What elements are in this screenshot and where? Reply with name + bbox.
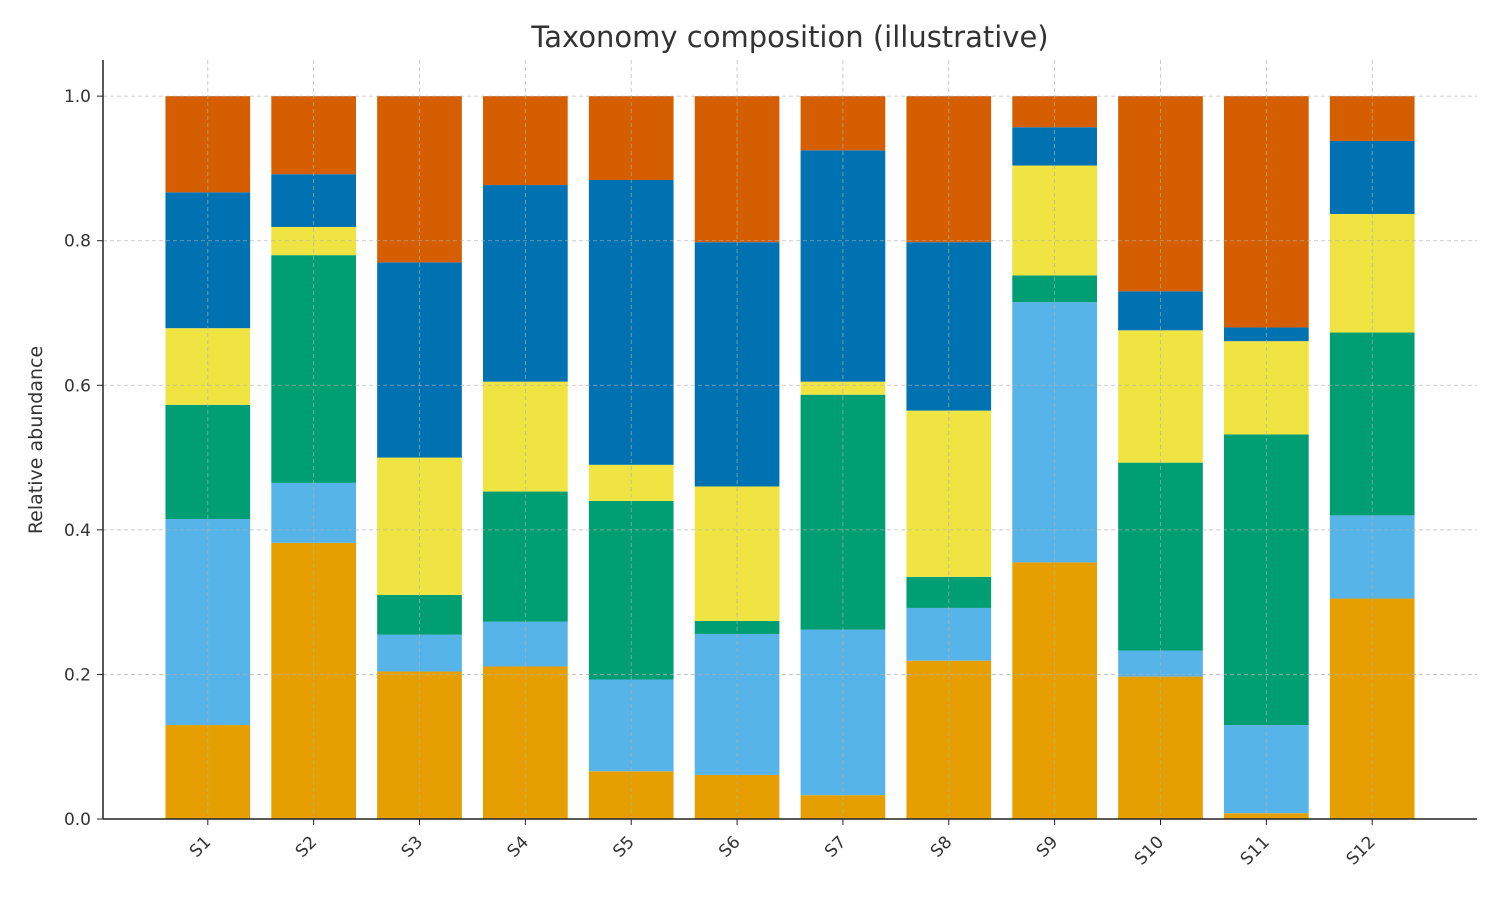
bar-segment-S2-series2 bbox=[271, 482, 356, 543]
bar-segment-S1-series4 bbox=[165, 328, 251, 405]
x-tick-label: S4 bbox=[503, 832, 532, 861]
x-tick-label: S12 bbox=[1343, 832, 1380, 869]
bar-segment-S12-series1 bbox=[1329, 598, 1415, 819]
bar-segment-S10-series5 bbox=[1118, 291, 1203, 331]
x-tick-label: S8 bbox=[927, 832, 956, 861]
x-tick-label: S11 bbox=[1237, 832, 1274, 869]
x-tick-label: S3 bbox=[398, 832, 427, 861]
y-axis-label: Relative abundance bbox=[25, 346, 47, 534]
x-tick-label: S5 bbox=[609, 832, 638, 861]
bars-layer bbox=[165, 96, 1415, 819]
x-tick-label: S7 bbox=[821, 832, 850, 861]
y-tick-label: 0.4 bbox=[64, 521, 91, 541]
bar-segment-S2-series6 bbox=[271, 96, 356, 175]
bar-segment-S7-series1 bbox=[800, 795, 886, 819]
bar-segment-S7-series4 bbox=[800, 381, 886, 395]
y-tick-label: 0.2 bbox=[64, 665, 91, 685]
bar-segment-S3-series2 bbox=[377, 634, 462, 672]
y-tick-label: 0.6 bbox=[64, 376, 91, 396]
x-tick-label: S2 bbox=[292, 832, 321, 861]
x-tick-label: S1 bbox=[186, 832, 215, 861]
x-tick-label: S6 bbox=[715, 832, 744, 861]
x-tick-label: S9 bbox=[1033, 832, 1062, 861]
bar-segment-S3-series1 bbox=[377, 671, 462, 819]
y-tick-label: 0.8 bbox=[64, 232, 91, 252]
chart-title: Taxonomy composition (illustrative) bbox=[530, 20, 1048, 54]
y-tick-label: 0.0 bbox=[64, 810, 91, 830]
bar-segment-S11-series6 bbox=[1224, 96, 1309, 328]
bar-segment-S5-series3 bbox=[588, 500, 674, 680]
y-tick-label: 1.0 bbox=[64, 87, 91, 107]
x-tick-label: S10 bbox=[1131, 832, 1168, 869]
bar-segment-S10-series3 bbox=[1118, 462, 1203, 651]
